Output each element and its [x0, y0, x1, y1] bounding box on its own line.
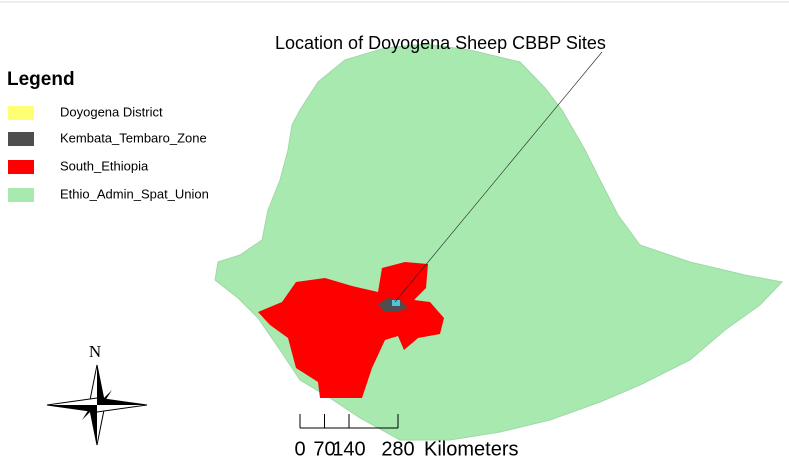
compass-fill — [97, 365, 105, 405]
compass-fill — [97, 398, 147, 405]
scale-label: 280 — [381, 438, 414, 460]
legend-label: Doyogena District — [60, 104, 163, 119]
north-label: N — [89, 342, 101, 361]
scale-unit: Kilometers — [424, 438, 518, 460]
district-area — [392, 300, 400, 306]
legend-title: Legend — [7, 69, 75, 90]
compass-fill — [89, 405, 97, 445]
south-region — [258, 262, 444, 398]
legend-swatch — [8, 160, 34, 174]
scale-label: 70 — [313, 438, 335, 460]
legend-swatch — [8, 132, 34, 146]
legend-label: South_Ethiopia — [60, 158, 149, 173]
compass-fill — [47, 405, 97, 412]
legend-label: Kembata_Tembaro_Zone — [60, 130, 207, 145]
legend: Doyogena District Kembata_Tembaro_Zone Sou… — [8, 104, 209, 202]
north-arrow: N — [46, 342, 148, 446]
scale-label: 0 — [294, 438, 305, 460]
legend-swatch — [8, 106, 34, 120]
map-title: Location of Doyogena Sheep CBBP Sites — [275, 33, 606, 53]
legend-swatch — [8, 188, 34, 202]
legend-label: Ethio_Admin_Spat_Union — [60, 186, 209, 201]
scale-label: 140 — [332, 438, 365, 460]
compass-fill — [97, 390, 112, 405]
pointer-line — [394, 51, 603, 303]
compass-fill — [82, 405, 97, 420]
